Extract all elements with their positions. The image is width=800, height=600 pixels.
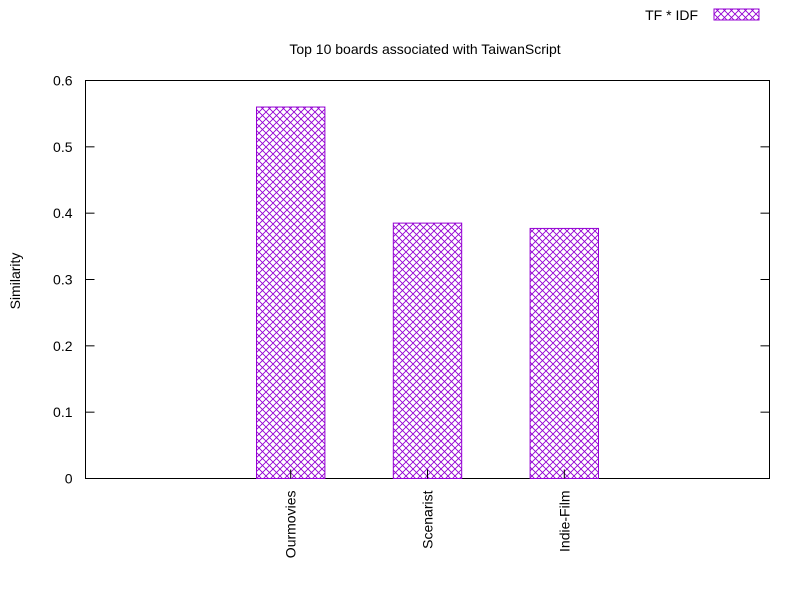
x-tick-label: Scenarist xyxy=(420,490,436,548)
y-axis-label: Similarity xyxy=(7,253,23,310)
y-tick-label: 0.3 xyxy=(53,272,73,288)
legend: TF * IDF xyxy=(645,7,760,23)
bar-ourmovies xyxy=(256,106,326,480)
y-tick-label: 0.6 xyxy=(53,73,73,89)
x-tick-label: Ourmovies xyxy=(283,491,299,559)
bars xyxy=(256,106,599,480)
y-tick-label: 0 xyxy=(65,471,73,487)
y-tick-label: 0.5 xyxy=(53,139,73,155)
y-tick-label: 0.4 xyxy=(53,205,73,221)
chart-title: Top 10 boards associated with TaiwanScri… xyxy=(289,41,560,57)
bar-scenarist xyxy=(392,222,463,479)
legend-swatch xyxy=(713,8,760,21)
y-tick-label: 0.1 xyxy=(53,404,73,420)
y-ticks: 0 0.1 0.2 0.3 0.4 0.5 0.6 xyxy=(53,73,770,487)
x-tick-labels: Ourmovies Scenarist Indie-Film xyxy=(283,469,572,559)
legend-label: TF * IDF xyxy=(645,7,698,23)
bar-indie-film xyxy=(529,227,599,479)
x-tick-label: Indie-Film xyxy=(556,491,572,552)
y-tick-label: 0.2 xyxy=(53,338,73,354)
